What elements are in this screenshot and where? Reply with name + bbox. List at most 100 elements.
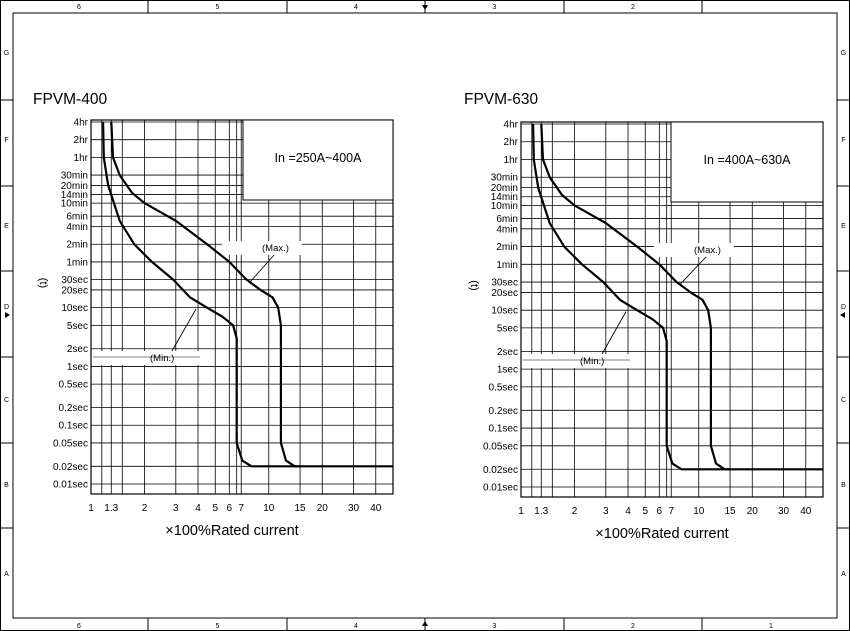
- y-tick-label: 6min: [496, 214, 518, 225]
- frame-top-number: 6: [77, 4, 81, 11]
- x-tick-label: 7: [668, 506, 674, 517]
- x-tick-label: 15: [724, 506, 736, 517]
- chart-title: FPVM-400: [33, 91, 107, 108]
- x-tick-label: 4: [625, 506, 631, 517]
- x-tick-label: 40: [800, 506, 812, 517]
- y-tick-label: 30min: [491, 173, 518, 184]
- x-tick-label: 6: [227, 503, 233, 514]
- x-tick-label: 5: [212, 503, 218, 514]
- y-tick-label: 0.2sec: [489, 406, 518, 417]
- x-tick-label: 1: [518, 506, 524, 517]
- frame-bottom-number: 5: [216, 623, 220, 630]
- y-tick-label: 2hr: [504, 137, 519, 148]
- y-tick-label: 0.02sec: [53, 462, 88, 473]
- frame-left-letter: E: [4, 223, 9, 230]
- frame-left-letter: F: [4, 137, 8, 144]
- x-tick-label: 6: [657, 506, 663, 517]
- x-tick-label: 7: [238, 503, 244, 514]
- y-tick-label: 5sec: [497, 323, 518, 334]
- frame-centering-arrow-right: [840, 312, 845, 318]
- y-tick-label: 0.1sec: [489, 424, 518, 435]
- frame-bottom-number: 4: [354, 623, 358, 630]
- min-leader-line: [171, 308, 197, 352]
- y-axis-label: (t): [37, 278, 49, 288]
- min-trip-curve: [102, 121, 301, 468]
- y-tick-label: 0.5sec: [59, 380, 88, 391]
- x-tick-label: 10: [263, 503, 275, 514]
- frame-bottom-number: 2: [631, 623, 635, 630]
- frame-bottom-number: 3: [493, 623, 497, 630]
- x-tick-label: 10: [693, 506, 705, 517]
- y-tick-label: 0.01sec: [483, 483, 518, 494]
- y-tick-label: 2min: [496, 242, 518, 253]
- y-tick-label: 0.01sec: [53, 480, 88, 491]
- y-tick-label: 30min: [61, 171, 88, 182]
- y-tick-label: 0.2sec: [59, 403, 88, 414]
- y-tick-label: 2min: [66, 240, 88, 251]
- y-tick-label: 2hr: [74, 135, 89, 146]
- x-tick-label: 20: [317, 503, 329, 514]
- frame-top-number: 3: [493, 4, 497, 11]
- max-trip-curve: [110, 121, 393, 468]
- x-tick-label: 30: [778, 506, 790, 517]
- y-tick-label: 2sec: [67, 344, 88, 355]
- y-tick-label: 20min: [61, 181, 88, 192]
- y-tick-label: 1min: [66, 257, 88, 268]
- x-tick-label: 3: [173, 503, 179, 514]
- y-tick-label: 4min: [496, 224, 518, 235]
- min-label-background: [530, 354, 630, 368]
- x-tick-label: 5: [642, 506, 648, 517]
- x-tick-label: 20: [747, 506, 759, 517]
- y-tick-label: 20sec: [491, 288, 518, 299]
- max-leader-line: [680, 256, 707, 285]
- y-tick-label: 4hr: [504, 120, 519, 131]
- y-tick-label: 1sec: [67, 362, 88, 373]
- rating-label: In =400A~630A: [704, 153, 792, 167]
- frame-left-letter: D: [4, 304, 9, 311]
- y-tick-label: 2sec: [497, 347, 518, 358]
- x-tick-label: 1.3: [534, 506, 548, 517]
- x-tick-label: 2: [142, 503, 148, 514]
- frame-centering-arrow-left: [5, 312, 10, 318]
- y-tick-label: 0.5sec: [489, 382, 518, 393]
- chart-title: FPVM-630: [464, 91, 538, 108]
- frame-bottom-number: 1: [769, 623, 773, 630]
- frame-centering-arrow-top: [422, 5, 428, 10]
- y-tick-label: 0.05sec: [53, 438, 88, 449]
- y-tick-label: 4hr: [74, 118, 89, 129]
- x-tick-label: 1: [88, 503, 94, 514]
- y-tick-label: 20min: [491, 183, 518, 194]
- y-tick-label: 0.1sec: [59, 421, 88, 432]
- rating-label: In =250A~400A: [275, 151, 363, 165]
- y-tick-label: 20sec: [61, 285, 88, 296]
- frame-right-letter: E: [841, 223, 846, 230]
- frame-right-letter: G: [841, 50, 846, 57]
- min-leader-line: [601, 311, 627, 355]
- frame-top-number: 4: [354, 4, 358, 11]
- frame-bottom-number: 6: [77, 623, 81, 630]
- frame-left-letter: A: [4, 571, 9, 578]
- y-tick-label: 10min: [61, 199, 88, 210]
- max-label-background: [222, 241, 302, 255]
- y-tick-label: 1hr: [504, 155, 519, 166]
- y-tick-label: 0.02sec: [483, 465, 518, 476]
- x-tick-label: 4: [195, 503, 201, 514]
- fpvm-630-chart: In =400A~630A(Max.)(Min.)4hr2hr1hr30min2…: [464, 91, 824, 542]
- y-tick-label: 1min: [496, 260, 518, 271]
- min-curve-label: (Min.): [580, 356, 604, 367]
- y-tick-label: 30sec: [491, 278, 518, 289]
- x-tick-label: 30: [348, 503, 360, 514]
- frame-top-number: 2: [631, 4, 635, 11]
- x-tick-label: 40: [370, 503, 382, 514]
- max-curve-label: (Max.): [694, 245, 721, 256]
- max-curve-label: (Max.): [262, 243, 289, 254]
- y-tick-label: 10sec: [491, 306, 518, 317]
- frame-right-letter: A: [841, 571, 846, 578]
- y-tick-label: 4min: [66, 222, 88, 233]
- y-tick-label: 14min: [61, 190, 88, 201]
- x-axis-label: ×100%Rated current: [165, 523, 298, 539]
- y-tick-label: 14min: [491, 192, 518, 203]
- max-label-background: [654, 243, 734, 257]
- min-label-background: [100, 351, 200, 365]
